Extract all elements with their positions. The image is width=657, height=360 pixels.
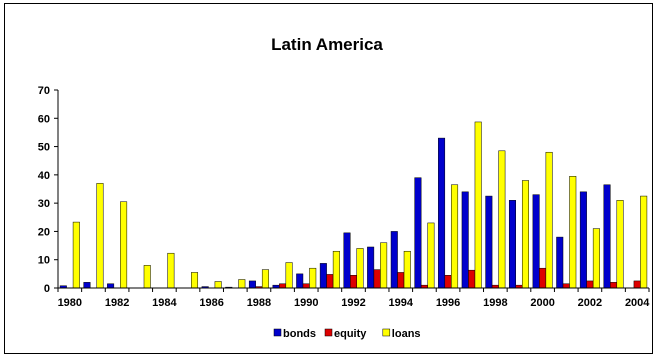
x-axis-ticks: 1980 1982 1984 1986 1988 1990 1992 1994 1996 1998… xyxy=(57,288,650,309)
bar-bonds-1993 xyxy=(367,246,375,289)
x-tick-label: 1980 xyxy=(58,297,82,309)
bar-loans-1992 xyxy=(356,248,364,289)
y-tick-label: 50 xyxy=(38,142,50,154)
axes xyxy=(57,90,649,289)
legend-swatch-equity xyxy=(324,328,333,337)
bar-bonds-1997 xyxy=(461,191,469,289)
x-tick-label: 2004 xyxy=(625,297,650,309)
bar-loans-1997 xyxy=(474,121,482,289)
bar-equity-2001 xyxy=(562,283,570,289)
bar-equity-1990 xyxy=(302,283,310,289)
bar-loans-1981 xyxy=(96,183,104,289)
bar-loans-1982 xyxy=(120,201,128,289)
x-tick-label: 1986 xyxy=(199,297,223,309)
bar-bonds-1992 xyxy=(343,232,351,289)
x-tick-label: 1988 xyxy=(247,297,271,309)
bar-loans-1986 xyxy=(214,281,222,289)
bar-equity-1997 xyxy=(468,269,476,289)
y-tick-label: 70 xyxy=(38,85,50,97)
x-tick-label: 1992 xyxy=(341,297,365,309)
bar-loans-2000 xyxy=(545,151,553,289)
bar-bonds-1999 xyxy=(508,200,516,289)
x-tick-label: 1994 xyxy=(389,297,414,309)
bar-loans-1994 xyxy=(403,250,411,289)
bar-equity-2000 xyxy=(539,267,547,289)
y-tick-label: 40 xyxy=(38,170,50,182)
x-tick-label: 1984 xyxy=(152,297,177,309)
x-tick-label: 1996 xyxy=(436,297,460,309)
legend: bonds equity loans xyxy=(273,328,421,340)
y-tick-label: 30 xyxy=(38,198,50,210)
bar-loans-1984 xyxy=(167,252,175,289)
bar-loans-1995 xyxy=(427,222,435,289)
legend-label-equity: equity xyxy=(334,328,367,340)
bar-equity-2003 xyxy=(610,282,618,289)
bar-loans-1987 xyxy=(238,279,246,289)
legend-label-bonds: bonds xyxy=(283,328,316,340)
x-tick-label: 2002 xyxy=(578,297,602,309)
bar-bonds-1981 xyxy=(83,282,91,289)
bar-equity-1992 xyxy=(350,275,357,289)
bar-bonds-1991 xyxy=(319,263,327,289)
x-tick-label: 1982 xyxy=(105,297,129,309)
bars xyxy=(59,121,648,289)
bar-equity-1991 xyxy=(326,274,334,289)
bar-loans-1993 xyxy=(380,242,388,289)
chart-frame: Latin America 0 10 20 30 40 50 60 70 1980 1982 19… xyxy=(4,3,653,354)
bar-bonds-2001 xyxy=(556,236,564,289)
bar-bonds-2002 xyxy=(579,191,587,289)
legend-swatch-bonds xyxy=(273,328,282,337)
bar-loans-2002 xyxy=(592,228,600,289)
bar-bonds-1998 xyxy=(485,195,493,289)
bar-loans-1988 xyxy=(261,269,269,289)
bar-bonds-1982 xyxy=(107,283,115,289)
x-tick-label: 1990 xyxy=(294,297,318,309)
y-tick-label: 20 xyxy=(38,226,50,238)
y-tick-label: 0 xyxy=(44,283,50,295)
bar-bonds-2003 xyxy=(603,184,611,289)
bar-loans-2004 xyxy=(640,195,648,289)
bar-loans-2003 xyxy=(616,200,624,289)
bar-bonds-1994 xyxy=(390,231,398,289)
bar-bonds-1988 xyxy=(248,280,256,289)
y-tick-label: 10 xyxy=(38,255,50,267)
bar-equity-2004 xyxy=(633,280,641,289)
bar-equity-1996 xyxy=(444,275,452,289)
x-tick-label: 2000 xyxy=(530,297,554,309)
bar-bonds-2000 xyxy=(532,194,540,289)
bar-loans-1980 xyxy=(72,221,80,289)
legend-swatch-loans xyxy=(382,328,391,337)
bar-loans-2001 xyxy=(569,176,577,289)
bar-bonds-1990 xyxy=(296,273,304,289)
y-tick-label: 60 xyxy=(38,113,50,125)
bar-loans-1996 xyxy=(451,184,459,289)
bar-bonds-1996 xyxy=(438,137,446,289)
y-axis-ticks: 0 10 20 30 40 50 60 70 xyxy=(38,85,58,295)
bar-equity-1994 xyxy=(397,272,405,289)
bar-bonds-1995 xyxy=(414,177,422,289)
bar-loans-1998 xyxy=(498,150,506,289)
bar-loans-1991 xyxy=(332,250,340,289)
x-tick-label: 1998 xyxy=(483,297,507,309)
bar-equity-1993 xyxy=(373,269,381,289)
bar-loans-1989 xyxy=(285,262,293,289)
bar-loans-1983 xyxy=(143,265,151,289)
bar-equity-2002 xyxy=(586,280,594,289)
legend-label-loans: loans xyxy=(392,328,421,340)
chart-title: Latin America xyxy=(271,35,383,54)
bar-loans-1985 xyxy=(191,272,199,289)
bar-loans-1999 xyxy=(521,180,529,289)
bar-equity-1989 xyxy=(279,283,287,289)
bar-loans-1990 xyxy=(309,267,317,289)
